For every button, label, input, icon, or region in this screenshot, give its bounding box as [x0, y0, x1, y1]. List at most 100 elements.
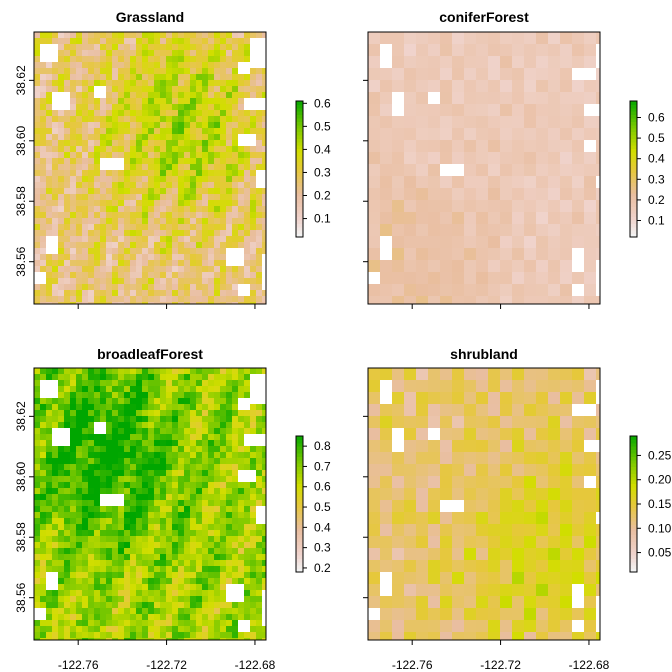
raster-cell — [64, 302, 70, 304]
raster-cell — [262, 566, 266, 572]
raster-cell — [256, 590, 262, 596]
raster-cell — [112, 104, 118, 110]
raster-cell — [112, 134, 118, 140]
raster-cell — [250, 584, 256, 590]
raster-cell — [70, 272, 76, 278]
raster-cell — [596, 524, 600, 536]
raster-cell — [196, 44, 202, 50]
raster-cell — [244, 128, 250, 134]
raster-cell — [190, 596, 196, 602]
raster-cell — [232, 446, 238, 452]
raster-cell — [560, 464, 572, 476]
raster-cell — [88, 464, 94, 470]
raster-cell — [148, 74, 154, 80]
raster-cell — [238, 512, 244, 518]
raster-cell — [190, 200, 196, 206]
raster-cell — [208, 32, 214, 38]
raster-cell — [106, 554, 112, 560]
raster-cell — [220, 584, 226, 590]
raster-cell — [142, 542, 148, 548]
raster-cell — [136, 554, 142, 560]
raster-cell — [184, 452, 190, 458]
raster-cell — [184, 176, 190, 182]
raster-cell — [524, 224, 536, 236]
raster-cells — [368, 368, 600, 640]
raster-cell — [232, 374, 238, 380]
raster-cell — [106, 248, 112, 254]
raster-cell — [136, 506, 142, 512]
raster-cell — [464, 536, 476, 548]
raster-cell — [214, 446, 220, 452]
raster-cell — [548, 296, 560, 304]
raster-cell — [70, 62, 76, 68]
raster-cell — [172, 596, 178, 602]
raster-cell — [232, 38, 238, 44]
raster-cell — [58, 614, 64, 620]
raster-cell — [476, 584, 488, 596]
raster-cell — [142, 236, 148, 242]
legend-swatch — [296, 169, 303, 173]
raster-cell — [572, 152, 584, 164]
raster-cell — [256, 74, 262, 80]
raster-cell — [238, 554, 244, 560]
raster-cell — [416, 428, 428, 440]
raster-cell — [208, 596, 214, 602]
raster-cell — [226, 530, 232, 536]
raster-cell — [94, 386, 100, 392]
raster-cell — [548, 452, 560, 464]
raster-cell — [500, 236, 512, 248]
raster-cell — [452, 200, 464, 212]
raster-cell — [40, 98, 46, 104]
raster-cell — [64, 260, 70, 266]
y-tick-label: 38.56 — [14, 582, 28, 612]
raster-cell — [548, 368, 560, 380]
raster-cell — [106, 290, 112, 296]
raster-cell — [100, 608, 106, 614]
raster-cell — [148, 596, 154, 602]
raster-cell — [76, 152, 82, 158]
raster-cells — [368, 32, 600, 304]
raster-cell — [94, 608, 100, 614]
raster-cell — [172, 440, 178, 446]
raster-cell — [136, 398, 142, 404]
legend-swatch — [630, 476, 637, 481]
raster-cell — [100, 56, 106, 62]
raster-cell — [46, 560, 52, 566]
raster-cell — [226, 236, 232, 242]
raster-cell — [232, 182, 238, 188]
raster-cell — [368, 260, 380, 272]
raster-cell — [166, 122, 172, 128]
raster-cell — [130, 110, 136, 116]
raster-cell — [100, 98, 106, 104]
raster-cell — [208, 290, 214, 296]
raster-cell — [178, 518, 184, 524]
raster-cell — [94, 44, 100, 50]
raster-cell — [452, 128, 464, 140]
legend-swatch — [296, 118, 303, 122]
raster-cell — [130, 596, 136, 602]
raster-cell — [196, 158, 202, 164]
raster-cell — [34, 302, 40, 304]
raster-cell — [262, 230, 266, 236]
raster-cell — [512, 428, 524, 440]
raster-cell — [106, 254, 112, 260]
raster-cell — [166, 518, 172, 524]
raster-cell — [244, 368, 250, 374]
raster-cell — [34, 104, 40, 110]
legend-swatch — [630, 548, 637, 553]
raster-cell — [214, 542, 220, 548]
raster-cell — [124, 434, 130, 440]
raster-cell — [136, 452, 142, 458]
raster-cell — [560, 404, 572, 416]
raster-cell — [154, 476, 160, 482]
raster-cell — [76, 368, 82, 374]
raster-cell — [524, 248, 536, 260]
raster-cell — [232, 206, 238, 212]
raster-cell — [572, 548, 584, 560]
raster-cell — [88, 452, 94, 458]
raster-cell — [250, 572, 256, 578]
raster-cell — [124, 596, 130, 602]
raster-cell — [548, 620, 560, 632]
raster-cell — [70, 50, 76, 56]
raster-cell — [190, 224, 196, 230]
